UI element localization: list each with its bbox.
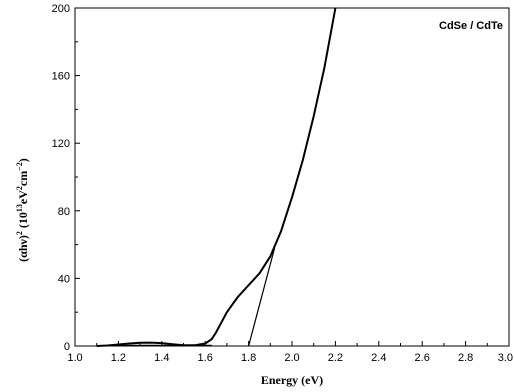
y-tick-label: 200 [52, 3, 70, 15]
y-axis-title: (αhν)2 (1013eV2cm−2) [15, 158, 30, 262]
y-tick-label: 160 [52, 71, 70, 83]
y-tick-label: 40 [58, 273, 70, 285]
y-tick-label: 80 [58, 206, 70, 218]
plot-frame [74, 7, 510, 347]
y-tick-label: 0 [64, 341, 70, 353]
x-axis-ticks: 1.0 1.2 1.4 1.6 1.8 2.0 2.2 2.4 2.6 2.8 3.0 [67, 341, 513, 364]
y-tick-label: 120 [52, 138, 70, 150]
y-axis-ticks: 0 40 80 120 160 200 [52, 3, 80, 353]
absorption-curve [96, 7, 337, 347]
bandgap-extrapolation-line [248, 247, 276, 347]
x-tick-label: 1.8 [241, 352, 256, 364]
legend-label: CdSe / CdTe [439, 20, 503, 32]
x-tick-label: 1.6 [198, 352, 213, 364]
x-tick-label: 2.8 [458, 352, 473, 364]
x-tick-label: 1.4 [154, 352, 169, 364]
x-tick-label: 1.0 [67, 352, 82, 364]
x-tick-label: 2.4 [371, 352, 386, 364]
data-series [96, 7, 337, 347]
x-tick-label: 3.0 [498, 352, 513, 364]
x-tick-label: 2.6 [415, 352, 430, 364]
x-tick-label: 1.2 [111, 352, 126, 364]
x-axis-title: Energy (eV) [261, 373, 323, 387]
x-tick-label: 2.0 [284, 352, 299, 364]
x-tick-label: 2.2 [328, 352, 343, 364]
